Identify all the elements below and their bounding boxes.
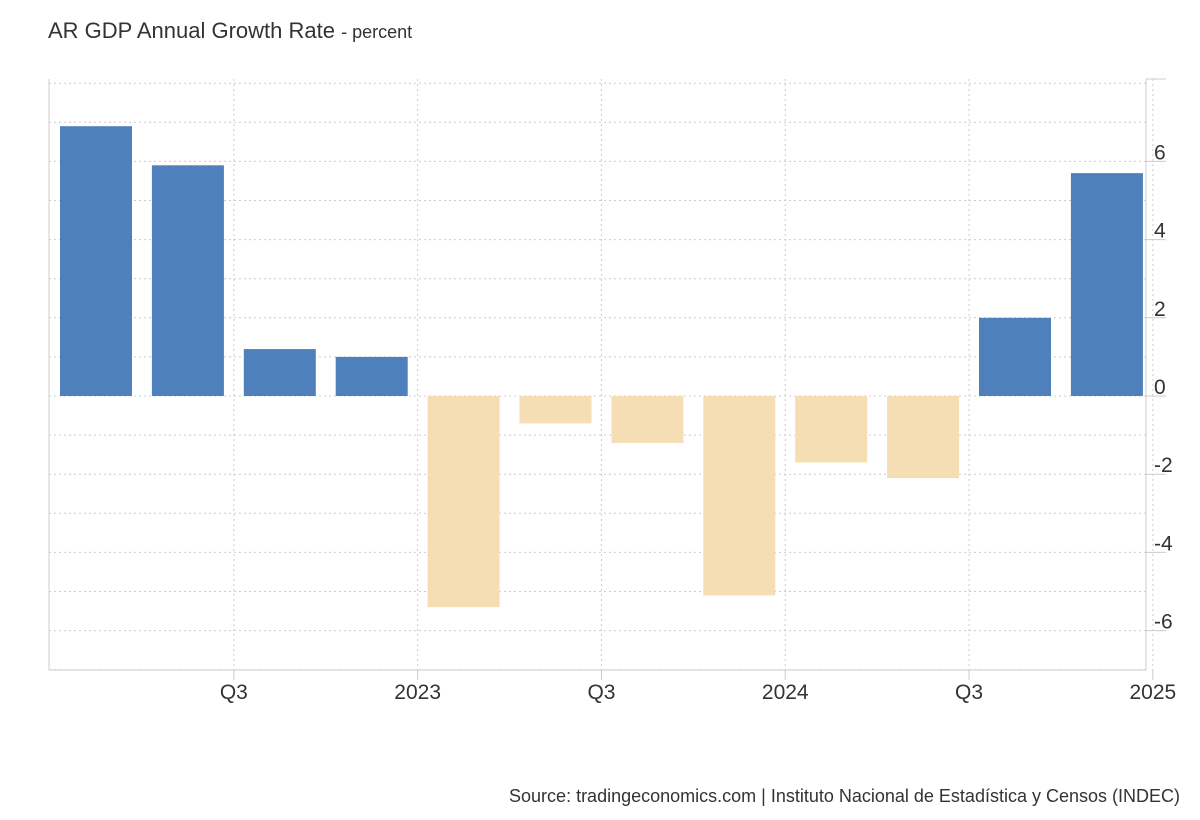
x-tick-label: 2025 [1129, 681, 1176, 704]
bar-chart: 6 4 2 0 -2 -4 -6 Q3 2023 Q3 2024 Q3 2025 [48, 78, 1176, 704]
bar-2024-q2[interactable] [887, 396, 960, 479]
bar-2022-q3[interactable] [243, 349, 316, 396]
bars [60, 126, 1143, 608]
grid-lines [49, 79, 1154, 671]
chart-title-text: AR GDP Annual Growth Rate [48, 18, 335, 43]
x-tick-label: Q3 [955, 681, 983, 704]
source-note: Source: tradingeconomics.com | Instituto… [509, 786, 1180, 806]
x-tick-label: 2023 [394, 681, 441, 704]
bar-2023-q4[interactable] [703, 396, 776, 596]
bar-2024-q1[interactable] [795, 396, 868, 463]
chart-title: AR GDP Annual Growth Rate - percent [48, 18, 412, 44]
bar-2023-q1[interactable] [427, 396, 500, 608]
chart-subtitle: - percent [341, 22, 413, 42]
y-tick-label: 0 [1154, 376, 1166, 399]
x-tick-label: 2024 [762, 681, 809, 704]
y-tick-label: -6 [1154, 611, 1173, 634]
bar-2022-q2[interactable] [151, 165, 224, 396]
y-tick-label: -2 [1154, 454, 1173, 477]
bar-2024-q3[interactable] [979, 317, 1051, 396]
tick-labels: 6 4 2 0 -2 -4 -6 Q3 2023 Q3 2024 Q3 2025 [220, 141, 1176, 704]
bar-2024-q4[interactable] [1070, 173, 1143, 396]
y-tick-label: -4 [1154, 532, 1173, 555]
bar-2022-q4[interactable] [335, 356, 408, 396]
x-tick-label: Q3 [220, 681, 248, 704]
bar-2023-q3[interactable] [611, 396, 684, 443]
y-tick-label: 6 [1154, 141, 1166, 164]
y-tick-label: 4 [1154, 220, 1166, 243]
y-tick-label: 2 [1154, 298, 1166, 321]
x-tick-label: Q3 [587, 681, 615, 704]
bar-2023-q2[interactable] [519, 396, 592, 424]
axes [48, 78, 1166, 680]
bar-2022-q1[interactable] [60, 126, 132, 397]
